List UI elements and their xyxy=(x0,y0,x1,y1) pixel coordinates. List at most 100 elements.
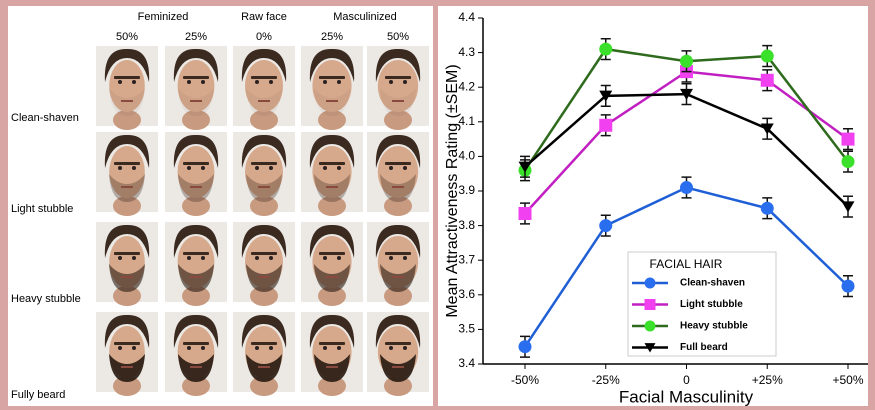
face-photo xyxy=(233,312,295,396)
mouth xyxy=(121,100,133,102)
eye xyxy=(323,346,327,350)
mouth xyxy=(258,100,270,102)
brows xyxy=(114,342,140,345)
eye xyxy=(201,256,205,260)
legend-label: Light stubble xyxy=(680,299,743,310)
face-photo xyxy=(301,46,363,130)
eye xyxy=(118,256,122,260)
brows xyxy=(183,252,209,255)
eye xyxy=(269,80,273,84)
face-photo xyxy=(165,222,227,306)
brows xyxy=(114,162,140,165)
brows xyxy=(114,76,140,79)
marker xyxy=(842,133,855,146)
x-tick-label: +50% xyxy=(832,373,863,387)
eye xyxy=(201,80,205,84)
mouth xyxy=(392,100,404,102)
brows xyxy=(183,342,209,345)
eye xyxy=(403,166,407,170)
eye xyxy=(187,80,191,84)
eye xyxy=(389,256,393,260)
face-photo xyxy=(301,312,363,396)
face-photo xyxy=(233,222,295,306)
eye xyxy=(118,166,122,170)
face-photo xyxy=(367,222,429,306)
column-group-label: Raw face xyxy=(241,11,287,23)
mouth xyxy=(258,276,270,278)
mouth xyxy=(190,186,202,188)
x-tick-label: +25% xyxy=(752,373,783,387)
mouth xyxy=(326,366,338,368)
face-photo xyxy=(367,132,429,216)
marker xyxy=(599,119,612,132)
mouth xyxy=(392,276,404,278)
eye xyxy=(337,346,341,350)
brows xyxy=(251,342,277,345)
eye xyxy=(132,80,136,84)
row-label: Clean-shaven xyxy=(11,112,79,124)
brows xyxy=(251,76,277,79)
mouth xyxy=(392,366,404,368)
eye xyxy=(187,166,191,170)
face-photo xyxy=(367,46,429,130)
x-axis-label: Facial Masculinity xyxy=(619,387,754,406)
marker xyxy=(599,43,612,56)
brows xyxy=(319,252,345,255)
brows xyxy=(251,252,277,255)
eye xyxy=(132,166,136,170)
marker xyxy=(842,155,855,168)
brows xyxy=(385,342,411,345)
face-photo xyxy=(165,46,227,130)
eye xyxy=(255,256,259,260)
y-tick-label: 3.5 xyxy=(458,322,475,336)
face-photo xyxy=(301,132,363,216)
marker xyxy=(519,207,532,220)
eye xyxy=(323,80,327,84)
legend-marker xyxy=(645,299,656,310)
mouth xyxy=(190,100,202,102)
brows xyxy=(319,162,345,165)
brows xyxy=(385,252,411,255)
face-photo xyxy=(233,46,295,130)
legend-title: FACIAL HAIR xyxy=(650,257,723,271)
mouth xyxy=(258,186,270,188)
row-label: Heavy stubble xyxy=(11,293,81,305)
marker xyxy=(680,55,693,68)
marker xyxy=(599,219,612,232)
legend-label: Heavy stubble xyxy=(680,321,748,332)
eye xyxy=(187,346,191,350)
marker xyxy=(842,280,855,293)
row-label: Light stubble xyxy=(11,203,73,215)
legend-label: Full beard xyxy=(680,342,728,353)
brows xyxy=(319,76,345,79)
legend-marker xyxy=(645,321,656,332)
eye xyxy=(201,166,205,170)
x-tick-label: 0 xyxy=(683,373,690,387)
mouth xyxy=(190,276,202,278)
marker xyxy=(680,181,693,194)
y-tick-label: 4.3 xyxy=(458,45,475,59)
brows xyxy=(385,162,411,165)
marker xyxy=(761,74,774,87)
y-tick-label: 4.4 xyxy=(458,10,475,24)
eye xyxy=(389,166,393,170)
eye xyxy=(255,80,259,84)
column-label: 50% xyxy=(116,31,138,43)
column-label: 0% xyxy=(256,31,272,43)
mouth xyxy=(190,366,202,368)
face-photo xyxy=(367,312,429,396)
mouth xyxy=(326,276,338,278)
eye xyxy=(389,80,393,84)
brows xyxy=(319,342,345,345)
row-label: Fully beard xyxy=(11,389,65,401)
y-axis-label: Mean Attractiveness Rating (±SEM) xyxy=(444,64,461,317)
mouth xyxy=(392,186,404,188)
eye xyxy=(403,256,407,260)
face-photo xyxy=(96,46,158,130)
legend-marker xyxy=(645,278,656,289)
brows xyxy=(114,252,140,255)
brows xyxy=(183,76,209,79)
eye xyxy=(389,346,393,350)
face-photo xyxy=(96,222,158,306)
mouth xyxy=(258,366,270,368)
